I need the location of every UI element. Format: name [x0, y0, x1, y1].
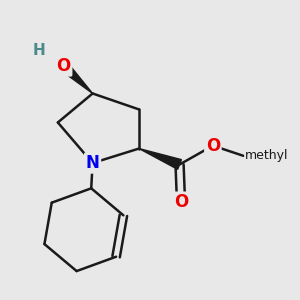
Polygon shape	[139, 148, 182, 169]
Text: O: O	[174, 193, 188, 211]
Text: O: O	[206, 137, 220, 155]
Text: methyl: methyl	[245, 149, 288, 162]
Text: N: N	[86, 154, 100, 172]
Text: H: H	[33, 43, 45, 58]
Text: O: O	[56, 57, 71, 75]
Polygon shape	[60, 62, 93, 94]
